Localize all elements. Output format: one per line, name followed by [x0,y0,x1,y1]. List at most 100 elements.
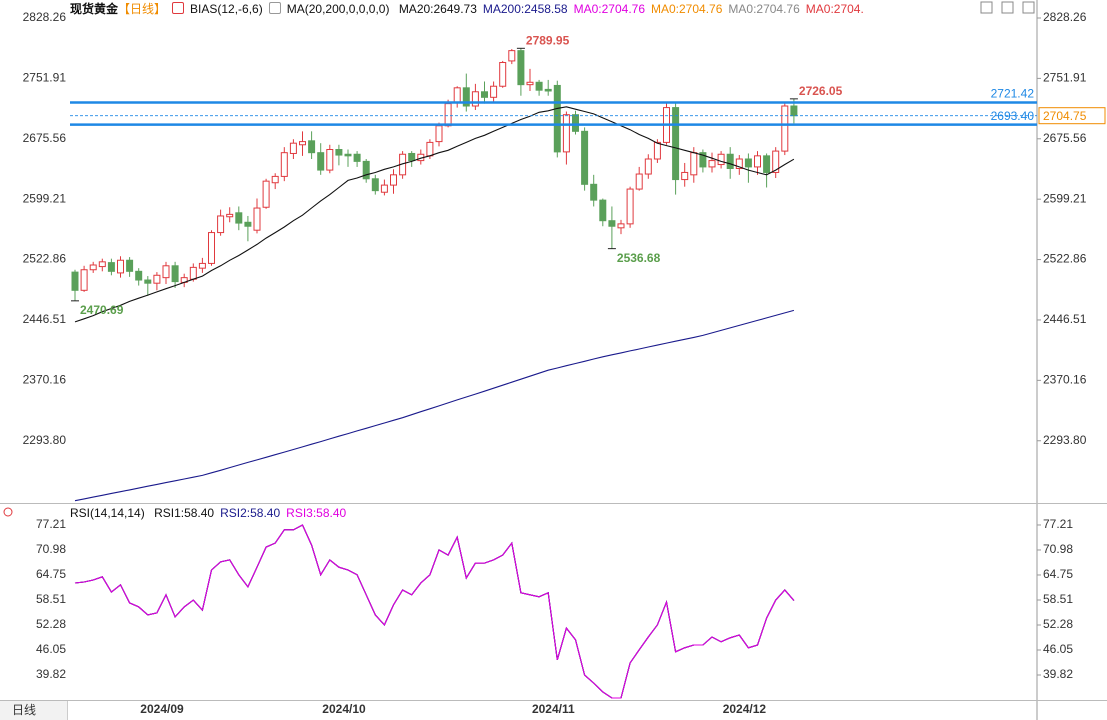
settings-icon[interactable] [980,1,993,14]
y-tick-label: 77.21 [1043,517,1073,531]
legend-entry: MA0:2704.76 [651,2,723,16]
candle-body [98,261,106,268]
bias-label: BIAS(12,-6,6) [190,2,263,16]
series-line [74,524,795,699]
candle-body [690,152,698,176]
candle-body [362,160,370,180]
extreme-label: 2726.05 [799,84,843,98]
y-tick-label: 2522.86 [1043,252,1087,266]
instrument-title: 现货黄金 [70,2,119,16]
y-tick-label: 52.28 [1043,617,1073,631]
y-tick-label: 64.75 [1043,567,1073,581]
extreme-label: 2470.69 [80,303,124,317]
candle-body [717,153,725,166]
candle-body [644,158,652,175]
candle-body [380,184,388,193]
candle-body [126,259,134,272]
candle-body [535,81,543,91]
candle-body [198,262,206,269]
candle-body [426,141,434,157]
period-label: 【日线】 [118,2,167,16]
series-line [74,524,795,699]
toolbar [3,1,1105,517]
layout-icon[interactable] [1001,1,1014,14]
last-price-box [1038,107,1106,125]
candle-body [754,155,761,168]
y-tick-label-left: 39.82 [36,667,66,681]
candle-body [217,215,225,234]
candle-body [444,103,452,127]
x-tick-label: 2024/09 [140,702,184,716]
candle-body [226,213,234,218]
y-tick-label-left: 46.05 [36,642,66,656]
close-icon[interactable] [1022,1,1035,14]
period-button[interactable]: 日线 [0,701,68,720]
candle-body [735,158,743,169]
legend-entry: MA0:2704. [805,2,864,16]
ma-icon[interactable] [268,2,281,14]
y-tick-label-left: 58.51 [36,592,66,606]
candle-body [490,85,498,98]
candle-body [699,152,707,168]
y-tick-label-left: 2828.26 [23,10,67,24]
candle-body [590,183,598,201]
candle-body [435,125,443,143]
ma-label: MA(20,200,0,0,0,0) [286,2,390,16]
candle-body [144,279,152,284]
y-tick-label: 2751.91 [1043,71,1087,85]
y-tick-label: 39.82 [1043,667,1073,681]
rsi-header: RSI(14,14,14) RSI1:58.40 RSI2:58.40 RSI3:5… [70,505,352,521]
candle-body [462,87,470,107]
extreme-label: 2536.68 [617,251,661,265]
y-tick-label: 58.51 [1043,592,1073,606]
y-tick-label: 2828.26 [1043,10,1087,24]
legend-entry: MA20:2649.73 [398,2,477,16]
candle-body [653,141,661,160]
candle-body [262,180,270,208]
candle-body [599,199,607,222]
y-tick-label-left: 64.75 [36,567,66,581]
rsi-settings-icon[interactable] [3,507,13,517]
candle-body [517,50,525,86]
candle-body [526,81,534,86]
candle-body [772,150,780,173]
y-tick-label-left: 77.21 [36,517,66,531]
y-tick-label-left: 70.98 [36,542,66,556]
candle-body [171,265,179,283]
candle-body [71,271,79,291]
candle-body [235,212,243,224]
x-tick-label: 2024/12 [723,702,767,716]
y-tick-label: 2293.80 [1043,433,1087,447]
rsi-title: RSI(14,14,14) [70,506,145,520]
candle-body [626,188,634,225]
y-tick-label-left: 2675.56 [23,131,67,145]
candle-body [581,130,589,185]
y-tick-label-left: 2522.86 [23,252,67,266]
candle-body [107,262,115,272]
candle-body [390,174,397,186]
candle-body [781,105,789,152]
level-label: 2721.42 [991,87,1035,101]
candle-body [553,84,561,153]
y-tick-label: 2599.21 [1043,191,1087,205]
candle-body [289,142,297,154]
candle-body [335,149,343,156]
legend-entry: MA0:2704.76 [728,2,800,16]
y-tick-label: 2370.16 [1043,373,1087,387]
legend-entry: RSI2:58.40 [220,506,281,520]
main-header: 现货黄金【日线】 BIAS(12,-6,6) MA(20,200,0,0,0,0) … [70,1,870,17]
candle-body [117,259,124,274]
last-price-label: 2704.75 [1043,109,1087,123]
series-line [74,524,795,699]
candle-body [608,220,616,227]
candle-body [317,152,325,171]
bias-icon[interactable] [172,2,185,14]
extreme-label: 2789.95 [526,33,570,47]
candle-body [344,153,352,157]
candle-body [80,269,88,291]
candle-body [617,223,625,229]
candle-body [471,91,479,107]
y-tick-label-left: 2293.80 [23,433,67,447]
x-tick-label: 2024/11 [532,702,575,716]
